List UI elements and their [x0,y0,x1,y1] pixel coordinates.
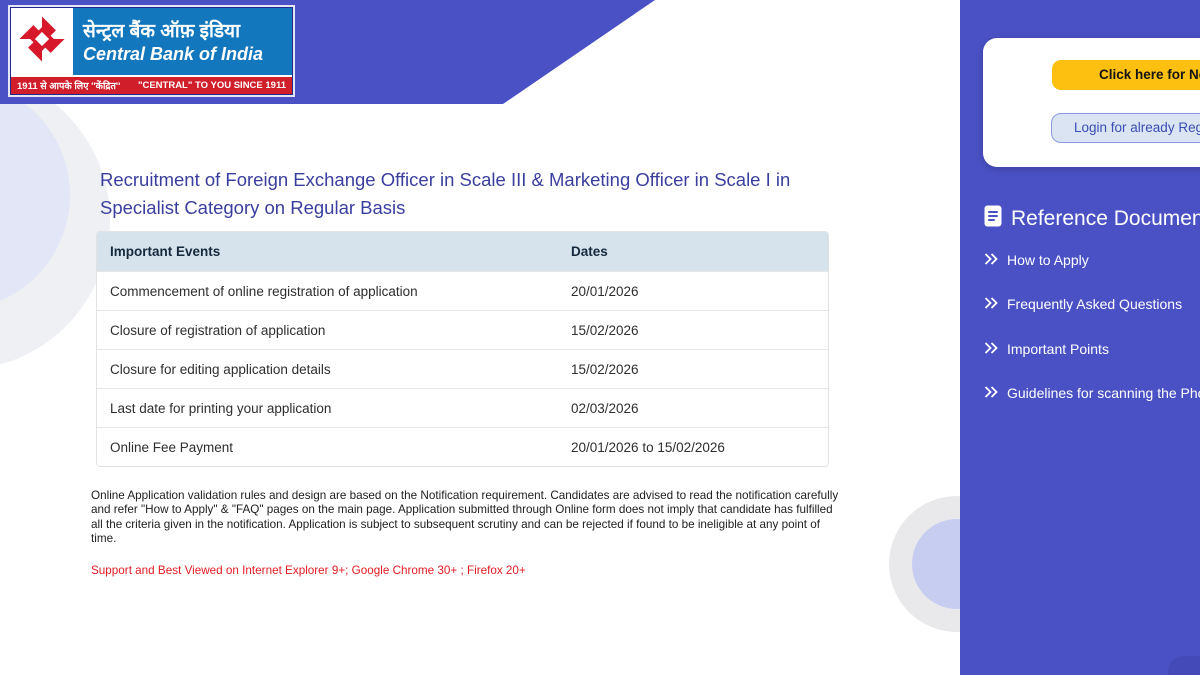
link-important-points[interactable]: Important Points [984,341,1109,357]
table-row: Online Fee Payment 20/01/2026 to 15/02/2… [97,427,828,466]
table-header-row: Important Events Dates [97,232,828,271]
reference-documents-header: Reference Documen [984,205,1200,232]
bank-tagline-hindi: 1911 से आपके लिए ''केंद्रित'' [17,81,121,92]
event-cell: Last date for printing your application [110,400,332,416]
registration-card [983,38,1200,167]
registered-login-button[interactable]: Login for already Reg [1051,113,1200,143]
bank-logo: सेन्ट्रल बैंक ऑफ़ इंडिया Central Bank of… [8,5,295,97]
link-label: How to Apply [1007,252,1089,268]
decorative-corner-square [1168,656,1200,675]
table-row: Closure for editing application details … [97,349,828,388]
date-cell: 20/01/2026 to 15/02/2026 [571,439,725,455]
table-header-dates: Dates [571,244,608,259]
double-chevron-right-icon [984,341,998,357]
event-cell: Closure of registration of application [110,322,326,338]
application-disclaimer-text: Online Application validation rules and … [91,489,839,545]
page-title: Recruitment of Foreign Exchange Officer … [100,169,791,218]
bank-name-block: सेन्ट्रल बैंक ऑफ़ इंडिया Central Bank of… [73,8,292,75]
table-row: Commencement of online registration of a… [97,271,828,310]
bank-name-hindi: सेन्ट्रल बैंक ऑफ़ इंडिया [83,20,240,42]
browser-support-note: Support and Best Viewed on Internet Expl… [91,564,526,577]
table-row: Closure of registration of application 1… [97,310,828,349]
event-cell: Online Fee Payment [110,439,234,455]
double-chevron-right-icon [984,385,998,401]
bank-tagline-strip: 1911 से आपके लिए ''केंद्रित'' "CENTRAL" … [11,75,292,94]
central-bank-emblem-icon [18,15,66,68]
link-faq[interactable]: Frequently Asked Questions [984,296,1182,312]
table-row: Last date for printing your application … [97,388,828,427]
event-cell: Closure for editing application details [110,361,331,377]
important-events-table: Important Events Dates Commencement of o… [96,231,829,467]
date-cell: 20/01/2026 [571,283,639,299]
document-icon [984,205,1002,232]
date-cell: 02/03/2026 [571,400,639,416]
bank-tagline-english: "CENTRAL" TO YOU SINCE 1911 [137,80,286,91]
link-label: Guidelines for scanning the Phot [1007,385,1200,401]
double-chevron-right-icon [984,296,998,312]
date-cell: 15/02/2026 [571,361,639,377]
new-registration-button[interactable]: Click here for Ne [1052,60,1200,90]
event-cell: Commencement of online registration of a… [110,283,418,299]
link-scanning-guidelines[interactable]: Guidelines for scanning the Phot [984,385,1200,401]
link-label: Frequently Asked Questions [1007,296,1183,312]
bank-emblem-box [11,8,73,75]
date-cell: 15/02/2026 [571,322,639,338]
bank-name-english: Central Bank of India [83,43,264,64]
table-header-events: Important Events [110,244,221,259]
link-how-to-apply[interactable]: How to Apply [984,252,1089,268]
link-label: Important Points [1007,341,1109,357]
reference-documents-title: Reference Documen [1011,206,1200,230]
double-chevron-right-icon [984,252,998,268]
